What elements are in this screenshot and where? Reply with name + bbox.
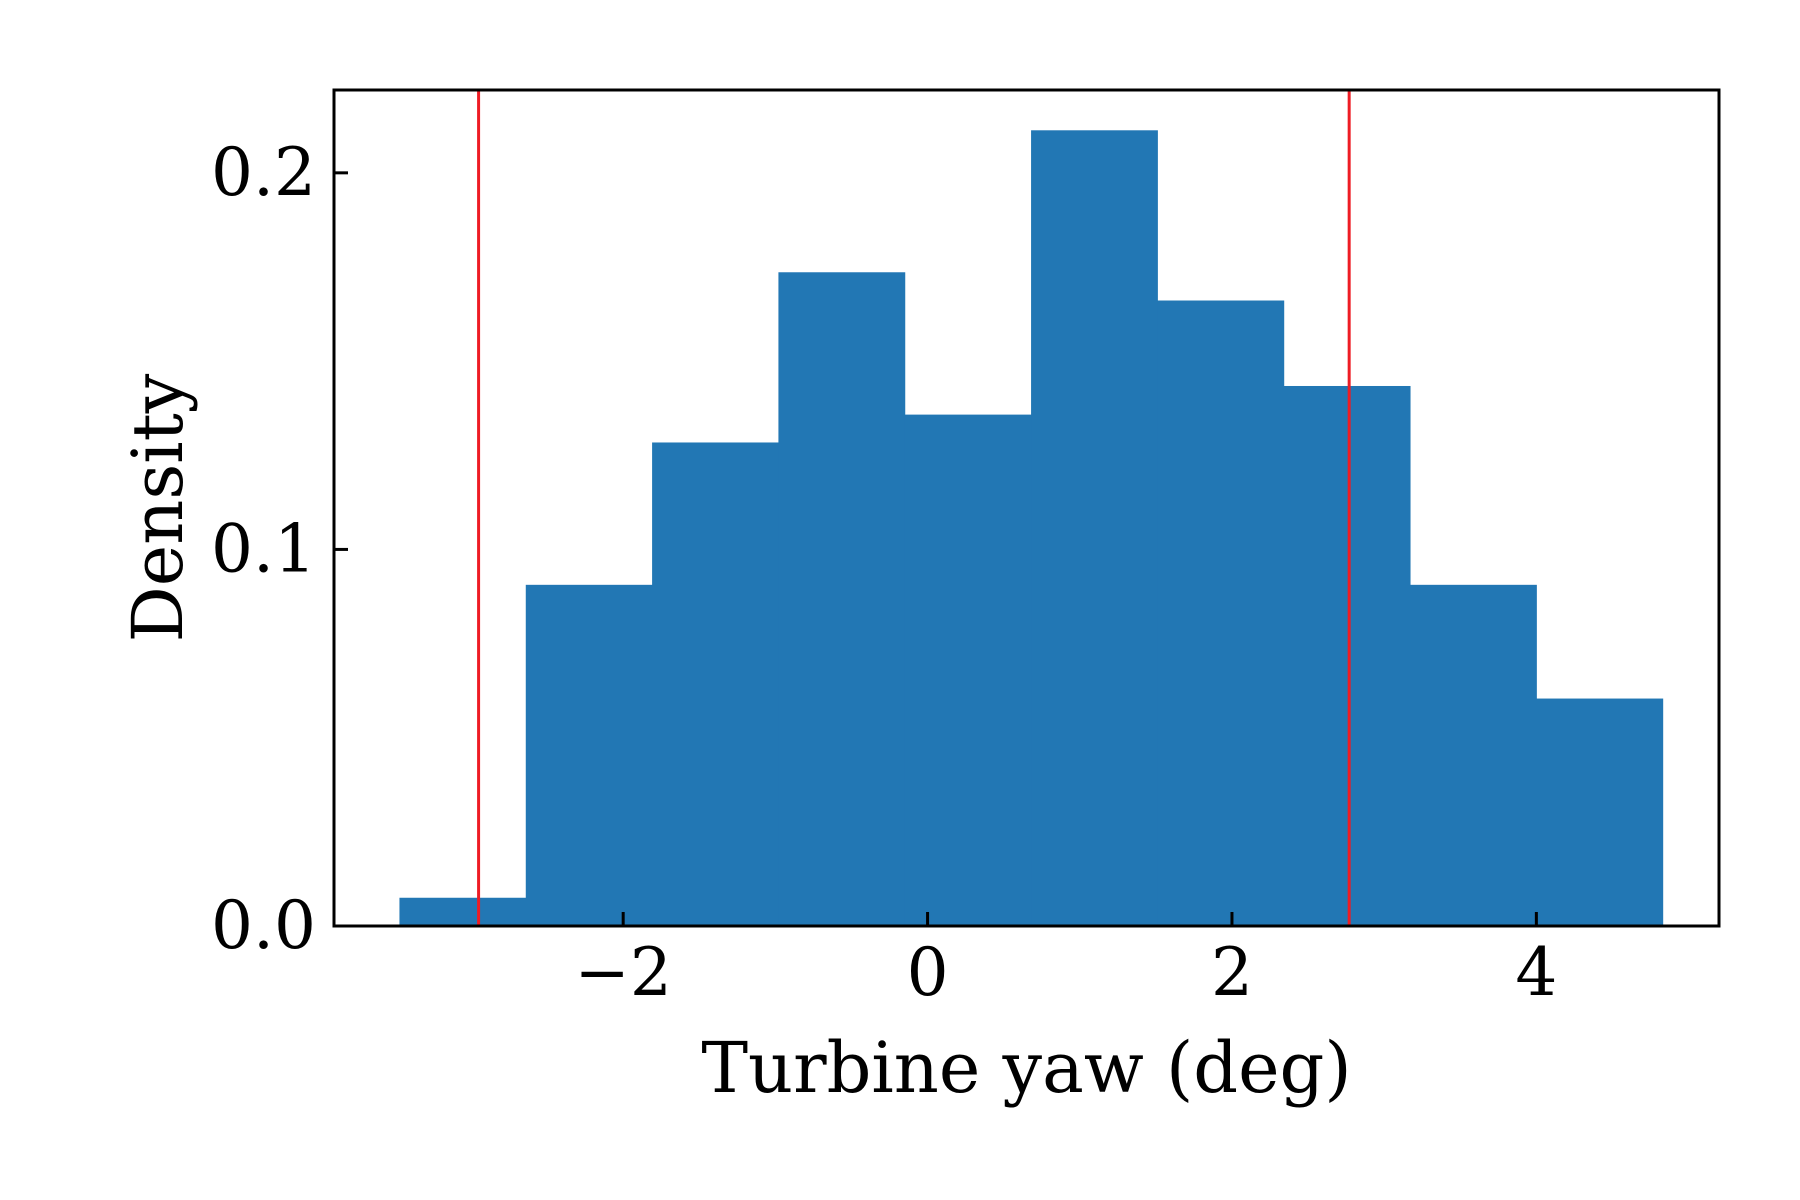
reference-lines <box>477 90 1351 926</box>
histogram-bar-3 <box>652 442 779 926</box>
y-tick-label: 0.1 <box>211 510 316 587</box>
x-tick-label: 4 <box>1515 934 1557 1011</box>
plot-frame <box>332 88 1721 928</box>
histogram-bar-7 <box>1157 300 1285 926</box>
histogram-bar-2 <box>525 584 653 926</box>
x-axis-ticks: −2 0 2 4 <box>575 912 1557 1011</box>
x-tick-label: 0 <box>907 934 949 1011</box>
histogram-bar-8 <box>1283 385 1411 926</box>
histogram-bar-6 <box>1031 130 1158 926</box>
histogram-bar-1 <box>399 897 527 926</box>
x-tick-label: −2 <box>575 934 672 1011</box>
y-axis-ticks: 0.0 0.1 0.2 <box>211 134 348 964</box>
y-axis-title: Density <box>117 373 199 642</box>
x-axis-title: Turbine yaw (deg) <box>701 1027 1351 1109</box>
histogram-bar-9 <box>1410 584 1537 926</box>
histogram-bar-5 <box>904 414 1032 926</box>
histogram-bar-10 <box>1536 698 1664 926</box>
x-tick-label: 2 <box>1211 934 1253 1011</box>
histogram-bars <box>399 130 1664 926</box>
y-tick-label: 0.2 <box>211 134 316 211</box>
histogram-bar-4 <box>778 272 906 926</box>
y-tick-label: 0.0 <box>211 887 316 964</box>
